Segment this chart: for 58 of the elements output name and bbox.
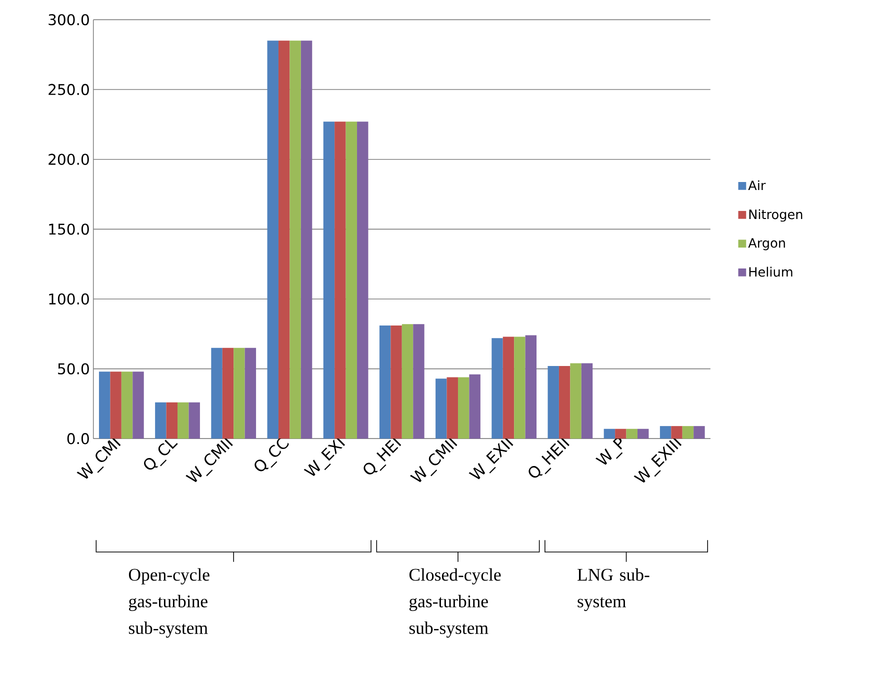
legend-label: Argon — [748, 238, 785, 250]
y-tick-label: 300.0 — [48, 14, 89, 26]
bar — [570, 363, 582, 439]
bar — [244, 348, 256, 439]
legend-label: Helium — [749, 266, 792, 277]
bar — [660, 426, 672, 439]
text: Closed-cycle gas-turbine sub-system — [409, 568, 501, 638]
bar — [458, 377, 470, 439]
bar — [492, 338, 503, 439]
y-tick-label: 100.0 — [49, 293, 89, 305]
bar — [514, 336, 526, 439]
bar — [558, 366, 570, 439]
y-tick-label: 50.0 — [58, 363, 89, 374]
bar — [402, 324, 414, 439]
bar — [234, 348, 245, 439]
bar — [682, 426, 694, 439]
bar — [694, 426, 705, 439]
bar — [178, 402, 189, 439]
x-tick-label: W_P — [595, 437, 623, 465]
bar — [548, 366, 559, 439]
bar — [379, 325, 391, 439]
bar — [211, 348, 222, 439]
bar — [446, 377, 458, 439]
bar — [525, 335, 537, 439]
legend-label: Air — [748, 180, 766, 190]
bar — [155, 402, 166, 439]
bar — [132, 372, 144, 439]
bar — [267, 40, 278, 439]
bar — [98, 372, 110, 439]
bar — [390, 325, 402, 439]
bar — [581, 363, 593, 439]
bar — [357, 122, 368, 439]
bar — [469, 374, 480, 439]
bar — [166, 402, 178, 439]
bar — [278, 40, 290, 439]
bar — [334, 122, 346, 439]
bar — [502, 336, 514, 439]
text: Open-cycle gas-turbine sub-system — [128, 568, 210, 638]
bar — [121, 372, 133, 439]
bar — [626, 428, 638, 439]
bar — [290, 40, 301, 439]
y-tick-label: 250.0 — [48, 84, 89, 96]
text: LNG sub-system — [578, 568, 650, 611]
bar — [413, 324, 424, 439]
y-tick-label: 200.0 — [48, 154, 89, 165]
bar — [604, 428, 616, 439]
bar — [346, 122, 358, 439]
bar — [188, 402, 200, 439]
bar — [671, 426, 682, 439]
y-tick-label: 150.0 — [49, 224, 89, 235]
legend-label: Nitrogen — [749, 209, 802, 222]
bar — [110, 372, 122, 439]
bar — [436, 378, 447, 439]
bar — [300, 40, 312, 439]
bar — [615, 428, 626, 439]
bar — [637, 428, 649, 439]
bar — [222, 348, 234, 439]
bar — [323, 122, 335, 439]
